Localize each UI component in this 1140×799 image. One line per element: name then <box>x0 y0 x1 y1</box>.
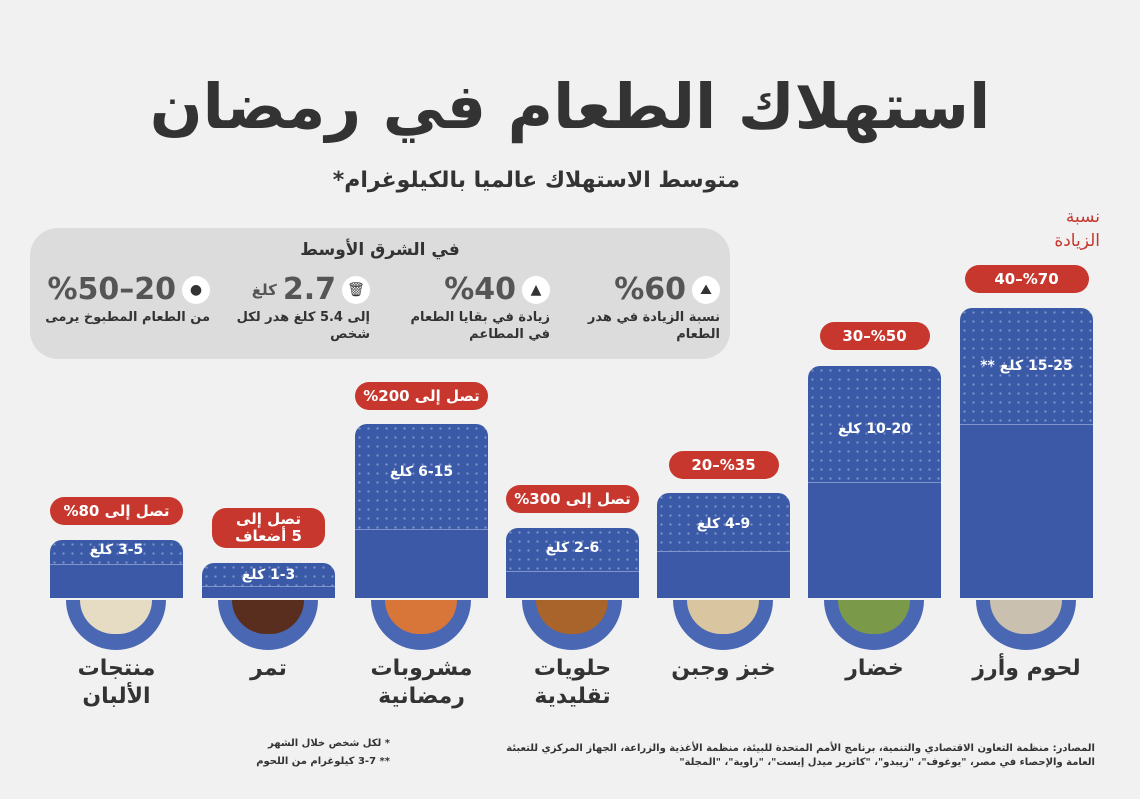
category-column: %35–20 4-9 كلغ خبز وجبن <box>657 0 790 799</box>
amount-bar: 4-9 كلغ <box>657 493 790 598</box>
stat-desc: من الطعام المطبوخ يرمى <box>45 310 210 325</box>
stat-desc: زيادة في بقايا الطعام في المطاعم <box>410 310 550 342</box>
cooked-food-icon: ● <box>182 275 210 304</box>
amount-label: 15-25 كلغ ** <box>980 358 1073 374</box>
food-plate-image <box>522 600 622 650</box>
category-name: لحوم وأرز <box>972 656 1081 681</box>
category-column: تصل إلى 5 أضعاف 1-3 كلغ تمر <box>202 0 335 799</box>
stat-value: %60 <box>614 272 686 307</box>
bar-base <box>202 586 335 598</box>
stat-value: %40 <box>444 272 516 307</box>
amount-label: 6-15 كلغ <box>389 464 454 480</box>
amount-bar: 2-6 كلغ <box>506 528 639 598</box>
subtitle: متوسط الاستهلاك عالميا بالكيلوغرام* <box>332 168 740 193</box>
increase-heading: نسبة الزيادة <box>1054 207 1100 251</box>
category-name: خبز وجبن <box>671 656 776 681</box>
bar-base <box>960 424 1093 598</box>
footnote: * لكل شخص خلال الشهر <box>268 738 390 749</box>
increase-badge: تصل إلى 300% <box>506 485 639 513</box>
stat-desc: إلى 5.4 كلغ هدر لكل شخص <box>236 310 370 342</box>
trash-bin-icon: 🗑 <box>342 275 370 304</box>
bar-base <box>355 529 488 598</box>
amount-bar: 10-20 كلغ <box>808 366 941 598</box>
footnote: ** 3-7 كيلوغرام من اللحوم <box>256 756 390 767</box>
amount-bar: 1-3 كلغ <box>202 563 335 598</box>
increase-badge: تصل إلى 200% <box>355 382 488 410</box>
increase-badge: تصل إلى 5 أضعاف <box>212 508 325 548</box>
food-plate-image <box>673 600 773 650</box>
category-column: %50–30 10-20 كلغ خضار <box>808 0 941 799</box>
amount-bar: 3-5 كلغ <box>50 540 183 598</box>
stat-desc: نسبة الزيادة في هدر الطعام <box>587 310 720 342</box>
sources: المصادر: منظمة التعاون الاقتصادي والتنمي… <box>506 743 1095 768</box>
stat-waste-per-person: 🗑 2.7 كلغ إلى 5.4 كلغ هدر لكل شخص <box>210 272 370 343</box>
increase-badge: تصل إلى 80% <box>50 497 183 525</box>
bar-base <box>506 571 639 598</box>
category-column: %70–40 15-25 كلغ ** لحوم وأرز <box>960 0 1093 799</box>
amount-bar: 15-25 كلغ ** <box>960 308 1093 598</box>
footnotes: * لكل شخص خلال الشهر ** 3-7 كيلوغرام من … <box>240 735 390 771</box>
amount-label: 10-20 كلغ <box>837 421 912 437</box>
stat-value: %50–20 <box>47 272 176 307</box>
amount-label: 4-9 كلغ <box>696 516 751 532</box>
stat-value: 2.7 <box>282 272 336 307</box>
category-column: تصل إلى 80% 3-5 كلغ منتجات الألبان <box>50 0 183 799</box>
amount-label: 2-6 كلغ <box>545 540 600 556</box>
increase-badge: %70–40 <box>964 265 1089 293</box>
amount-label: 3-5 كلغ <box>89 542 144 558</box>
middle-east-panel: في الشرق الأوسط ⛰ %60 نسبة الزيادة في هدر… <box>30 228 730 359</box>
category-name: مشروبات رمضانية <box>370 656 473 709</box>
stat-cooked-food-thrown: ● %50–20 من الطعام المطبوخ يرمى <box>40 272 210 326</box>
food-plate-image <box>976 600 1076 650</box>
middle-east-title: في الشرق الأوسط <box>300 240 460 260</box>
stat-waste-increase: ⛰ %60 نسبة الزيادة في هدر الطعام <box>560 272 720 343</box>
bar-base <box>657 551 790 598</box>
food-plate-image <box>824 600 924 650</box>
amount-bar: 6-15 كلغ <box>355 424 488 598</box>
food-plate-image <box>371 600 471 650</box>
increase-badge: %50–30 <box>819 322 930 350</box>
stat-restaurant-leftovers: ▲ %40 زيادة في بقايا الطعام في المطاعم <box>390 272 550 343</box>
category-column: تصل إلى 300% 2-6 كلغ حلويات تقليدية <box>506 0 639 799</box>
bar-base <box>808 482 941 598</box>
category-name: منتجات الألبان <box>77 656 156 709</box>
category-name: حلويات تقليدية <box>533 656 612 709</box>
category-name: خضار <box>845 656 904 681</box>
bar-base <box>50 564 183 598</box>
category-name: تمر <box>250 656 287 681</box>
food-waste-icon: ⛰ <box>692 275 720 304</box>
stat-unit: كلغ <box>251 280 277 299</box>
amount-label: 1-3 كلغ <box>241 567 296 583</box>
increase-badge: %35–20 <box>668 451 779 479</box>
food-plate-image <box>218 600 318 650</box>
category-column: تصل إلى 200% 6-15 كلغ مشروبات رمضانية <box>355 0 488 799</box>
food-plate-image <box>66 600 166 650</box>
serving-dish-icon: ▲ <box>522 275 550 304</box>
page-title: استهلاك الطعام في رمضان <box>149 70 991 143</box>
